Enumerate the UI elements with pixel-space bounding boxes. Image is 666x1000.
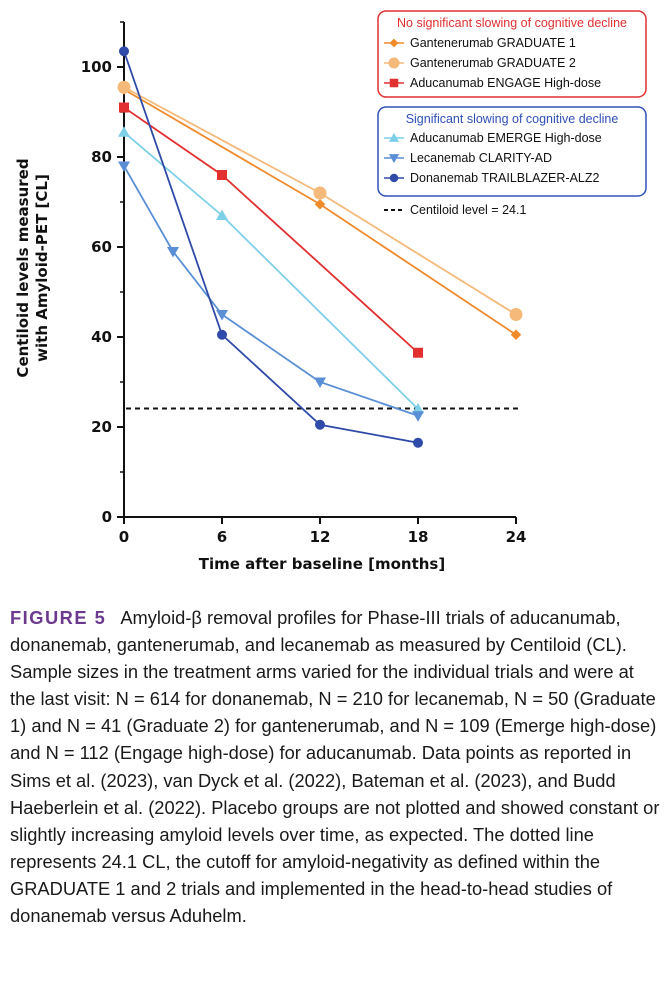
- legend-entry-label: Aducanumab EMERGE High-dose: [410, 131, 602, 145]
- legend-group-box: [377, 10, 647, 98]
- data-point-aducanumab-engage-high-dose: [413, 347, 423, 358]
- legend-entry-label: Gantenerumab GRADUATE 1: [410, 36, 576, 50]
- chart-figure: 0 20 40 60 80 100 0 6 12 18 24 Time after baseline …: [14, 10, 647, 573]
- data-point-gantenerumab-graduate-1: [314, 199, 326, 210]
- legend-group-title: No significant slowing of cognitive decl…: [397, 16, 627, 30]
- data-point-donanemab-trailblazer-alz2: [119, 46, 129, 57]
- series-line-aducanumab-engage-high-dose: [123, 106, 419, 354]
- y-tick-label: 40: [91, 328, 112, 346]
- data-point-aducanumab-engage-high-dose: [119, 102, 129, 113]
- y-axis-title-line1: Centiloid levels measured: [14, 158, 32, 377]
- data-point-gantenerumab-graduate-2: [117, 80, 131, 94]
- y-axis-title-line2: with Amyloid-PET [CL]: [33, 174, 51, 362]
- series-line-donanemab-trailblazer-alz2: [123, 50, 419, 444]
- chart-svg: 0 20 40 60 80 100 0 6 12 18 24 Time after baseline …: [14, 10, 647, 573]
- legend-group-box: [377, 106, 647, 197]
- data-point-lecanemab-clarity-ad: [216, 310, 228, 321]
- x-tick-label: 18: [408, 528, 429, 546]
- x-tick-label: 6: [217, 528, 227, 546]
- data-point-gantenerumab-graduate-2: [313, 186, 327, 200]
- legend-marker: [389, 38, 399, 48]
- legend-marker: [389, 173, 399, 183]
- legend-entry-label: Lecanemab CLARITY-AD: [410, 151, 552, 165]
- series-line-lecanemab-clarity-ad: [123, 165, 419, 417]
- x-tick-label: 24: [506, 528, 527, 546]
- data-point-lecanemab-clarity-ad: [412, 411, 424, 422]
- legend-entry-label: Donanemab TRAILBLAZER-ALZ2: [410, 171, 599, 185]
- x-axis-title: Time after baseline [months]: [199, 555, 445, 573]
- data-point-lecanemab-clarity-ad: [118, 161, 130, 172]
- series-line-aducanumab-emerge-high-dose: [123, 131, 419, 410]
- data-point-aducanumab-emerge-high-dose: [216, 209, 228, 220]
- data-point-donanemab-trailblazer-alz2: [315, 419, 325, 430]
- y-tick-label: 60: [91, 238, 112, 256]
- legend-entry-label: Gantenerumab GRADUATE 2: [410, 56, 576, 70]
- y-tick-label: 80: [91, 148, 112, 166]
- data-point-lecanemab-clarity-ad: [314, 377, 326, 388]
- x-tick-label: 0: [119, 528, 129, 546]
- data-point-gantenerumab-graduate-2: [509, 308, 523, 321]
- legend-group-title: Significant slowing of cognitive decline: [406, 112, 619, 126]
- y-tick-label: 0: [102, 508, 112, 526]
- figure-caption: FIGURE 5 Amyloid-β removal profiles for P…: [10, 604, 660, 929]
- x-tick-label: 12: [310, 528, 331, 546]
- legend-marker: [388, 57, 400, 69]
- legend-marker: [388, 132, 400, 142]
- legend-marker: [388, 154, 400, 164]
- data-point-lecanemab-clarity-ad: [167, 247, 179, 258]
- data-point-gantenerumab-graduate-1: [510, 329, 522, 340]
- data-point-aducanumab-emerge-high-dose: [118, 126, 130, 137]
- data-point-donanemab-trailblazer-alz2: [217, 329, 227, 340]
- data-point-aducanumab-emerge-high-dose: [412, 403, 424, 414]
- data-point-donanemab-trailblazer-alz2: [413, 437, 423, 448]
- y-tick-label: 20: [91, 418, 112, 436]
- legend-entry-label: Aducanumab ENGAGE High-dose: [410, 76, 601, 90]
- figure-label: FIGURE 5: [10, 607, 107, 628]
- data-point-aducanumab-engage-high-dose: [217, 170, 227, 180]
- legend-reference-label: Centiloid level = 24.1: [410, 203, 526, 217]
- y-tick-label: 100: [81, 58, 112, 76]
- legend-marker: [389, 78, 399, 88]
- caption-text: Amyloid-β removal profiles for Phase-III…: [10, 607, 660, 927]
